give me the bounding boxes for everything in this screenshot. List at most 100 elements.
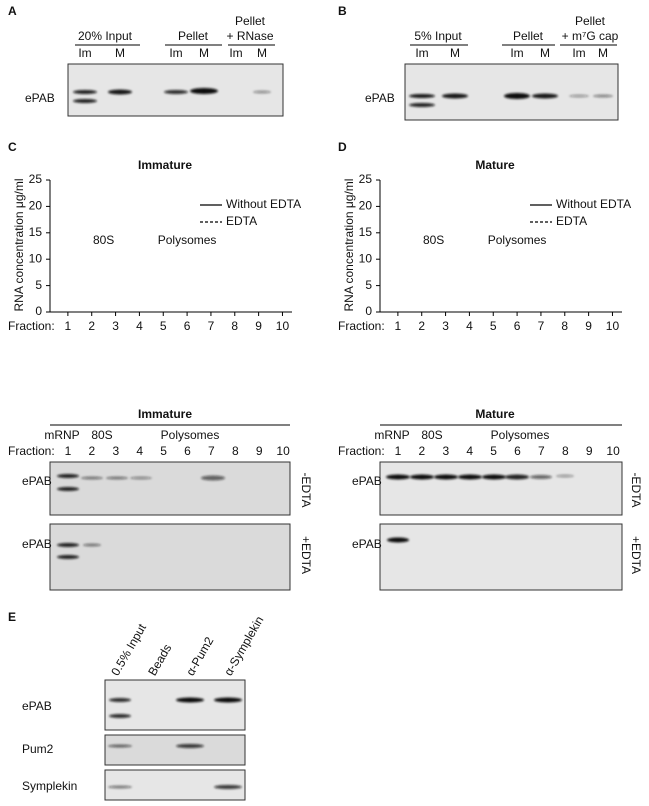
band (57, 474, 79, 478)
fraction: 6 (514, 444, 521, 458)
fraction: 4 (466, 444, 473, 458)
band (569, 94, 589, 98)
condition: -EDTA (629, 472, 643, 507)
band (530, 475, 552, 479)
blot-title: Immature (138, 407, 192, 421)
y-tick-label: 20 (359, 199, 373, 213)
y-axis-label: RNA concentration μg/ml (12, 179, 26, 312)
band (532, 93, 558, 99)
y-tick-label: 5 (365, 278, 372, 292)
condition: +EDTA (299, 536, 313, 574)
lane-label: M (257, 46, 267, 60)
row-label: Pum2 (22, 742, 54, 756)
annotation: 80S (93, 233, 114, 247)
column-label: α-Symplekin (221, 614, 266, 678)
x-tick-label: 9 (255, 319, 262, 333)
x-tick-label: 7 (538, 319, 545, 333)
x-tick-label: 1 (65, 319, 72, 333)
band (253, 90, 271, 94)
band (214, 697, 242, 703)
x-tick-label: 8 (561, 319, 568, 333)
fraction: 10 (606, 444, 620, 458)
chart-title: Mature (475, 158, 515, 172)
lane-label: Im (510, 46, 523, 60)
header: + m⁷G cap (562, 29, 619, 43)
band (73, 90, 97, 94)
y-tick-label: 20 (29, 199, 43, 213)
x-tick-label: 2 (88, 319, 95, 333)
x-axis-label: Fraction: (8, 319, 55, 333)
row-label: ePAB (365, 91, 395, 105)
y-tick-label: 0 (365, 304, 372, 318)
x-tick-label: 10 (276, 319, 290, 333)
band (83, 543, 101, 547)
x-tick-label: 9 (585, 319, 592, 333)
y-tick-label: 10 (29, 251, 43, 265)
band (442, 93, 468, 99)
band (504, 93, 530, 99)
row-label: ePAB (22, 537, 52, 551)
fraction-label: Fraction: (8, 444, 55, 458)
x-axis-label: Fraction: (338, 319, 385, 333)
x-tick-label: 8 (231, 319, 238, 333)
x-tick-label: 10 (606, 319, 620, 333)
header: 5% Input (414, 29, 462, 43)
y-tick-label: 10 (359, 251, 373, 265)
fraction: 6 (184, 444, 191, 458)
lane-label: M (199, 46, 209, 60)
lane-label: Im (78, 46, 91, 60)
band (409, 94, 435, 98)
band (130, 476, 152, 480)
fraction: 7 (208, 444, 215, 458)
band (176, 744, 204, 748)
band (109, 698, 131, 702)
legend-label: EDTA (226, 214, 257, 228)
blot-header: Polysomes (161, 428, 220, 442)
header: + RNase (226, 29, 273, 43)
blot-header: 80S (421, 428, 442, 442)
x-tick-label: 7 (208, 319, 215, 333)
fraction: 3 (112, 444, 119, 458)
y-tick-label: 25 (29, 172, 43, 186)
blot-header: Polysomes (491, 428, 550, 442)
row-label: ePAB (352, 474, 382, 488)
column-label: 0.5% Input (108, 621, 149, 678)
band (164, 90, 188, 94)
fraction-label: Fraction: (338, 444, 385, 458)
row-label: ePAB (25, 91, 55, 105)
band (57, 487, 79, 491)
band (201, 475, 225, 481)
fraction: 4 (136, 444, 143, 458)
band (176, 697, 204, 703)
band (214, 785, 242, 789)
blot-header: mRNP (44, 428, 79, 442)
fraction: 1 (65, 444, 72, 458)
chart-title: Immature (138, 158, 192, 172)
blot-header: mRNP (374, 428, 409, 442)
condition: +EDTA (629, 536, 643, 574)
x-tick-label: 5 (160, 319, 167, 333)
header: 20% Input (78, 29, 133, 43)
fraction: 8 (562, 444, 569, 458)
band (108, 89, 132, 95)
lane-label: Im (169, 46, 182, 60)
panel-letter: C (8, 140, 17, 154)
band (73, 99, 97, 103)
x-tick-label: 3 (442, 319, 449, 333)
lane-label: M (115, 46, 125, 60)
legend-label: EDTA (556, 214, 587, 228)
row-label: Symplekin (22, 779, 77, 793)
annotation: Polysomes (158, 233, 217, 247)
row-label: ePAB (352, 537, 382, 551)
annotation: 80S (423, 233, 444, 247)
band (409, 103, 435, 107)
blot-header: 80S (91, 428, 112, 442)
fraction: 3 (442, 444, 449, 458)
lane-label: Im (229, 46, 242, 60)
blot-title: Mature (475, 407, 515, 421)
band (190, 88, 218, 94)
band (482, 474, 506, 480)
band (593, 94, 613, 98)
